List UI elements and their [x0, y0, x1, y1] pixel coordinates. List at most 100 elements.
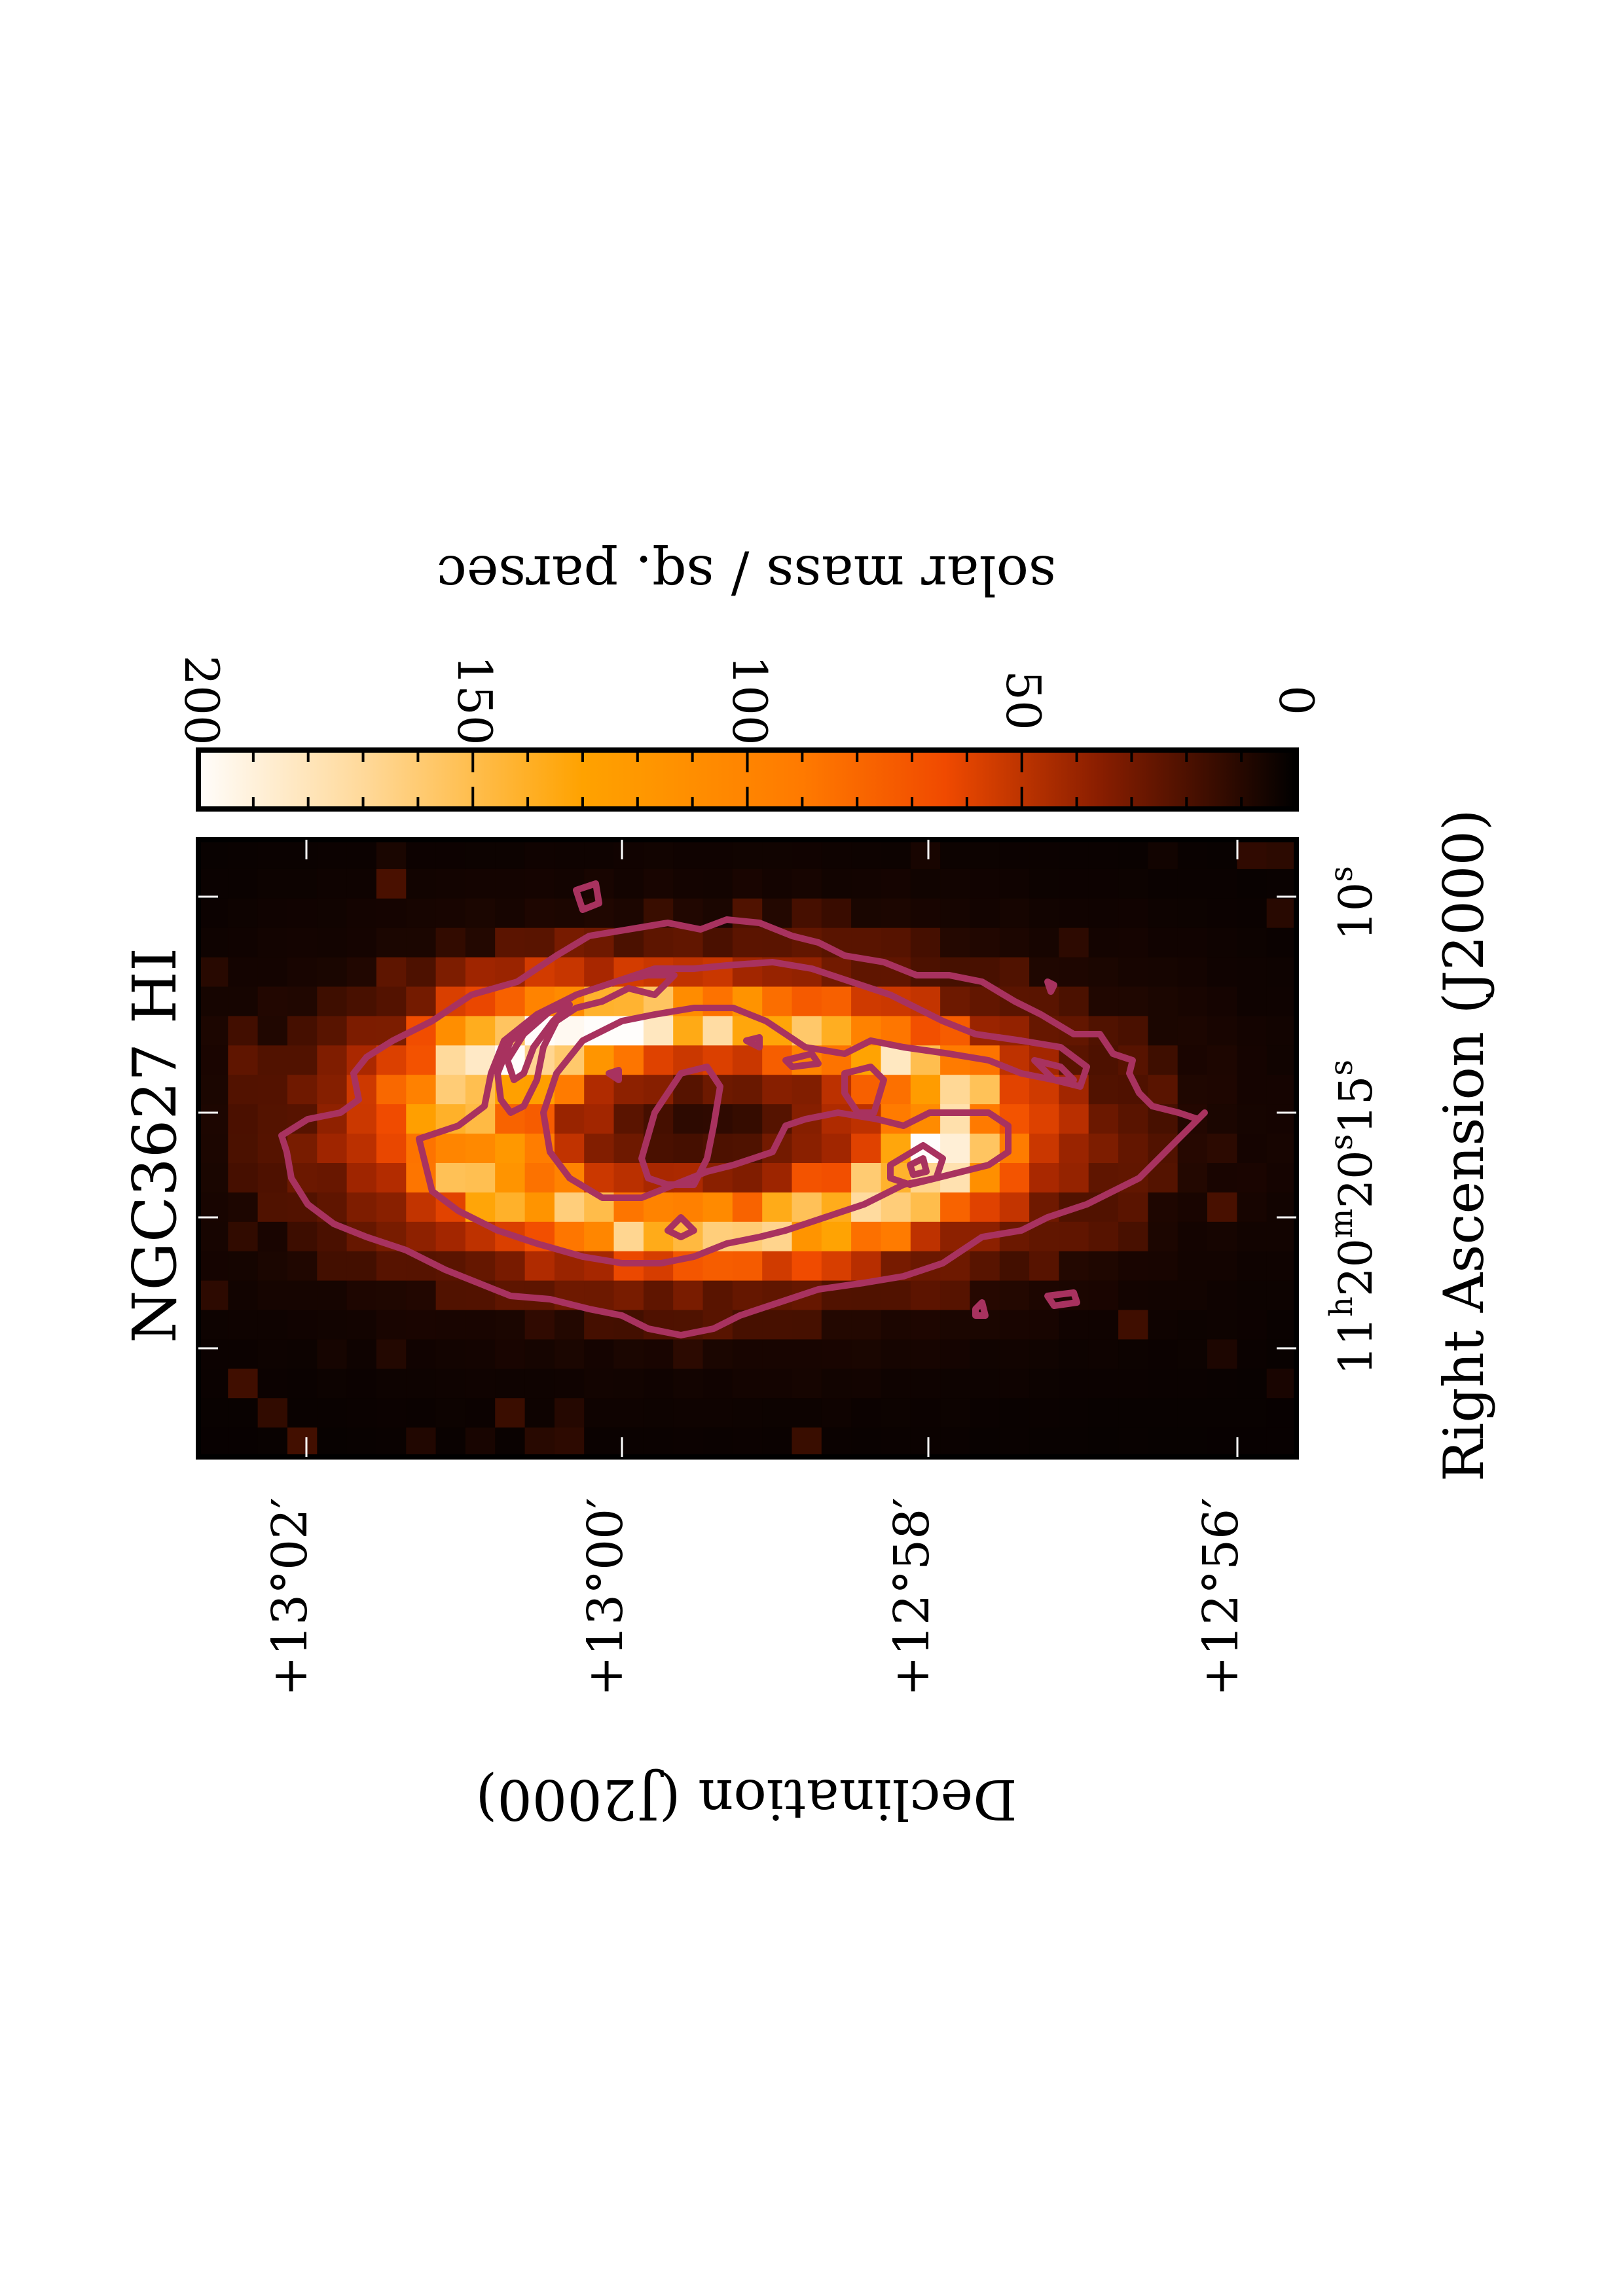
map-pixel: [584, 1134, 615, 1164]
map-pixel: [228, 1310, 259, 1340]
map-pixel: [1266, 1016, 1296, 1046]
map-pixel: [257, 898, 288, 929]
map-pixel: [732, 869, 763, 899]
map-pixel: [346, 986, 377, 1016]
map-pixel: [792, 1251, 822, 1282]
map-pixel: [406, 1398, 437, 1428]
map-pixel: [1148, 1192, 1178, 1223]
map-pixel: [762, 1075, 793, 1105]
map-pixel: [1029, 1339, 1059, 1369]
map-pixel: [970, 1251, 1000, 1282]
chart-title: NGC3627 HI: [120, 948, 190, 1343]
map-pixel: [228, 1163, 259, 1193]
map-pixel: [346, 869, 377, 899]
map-pixel: [257, 869, 288, 899]
map-pixel: [1237, 869, 1267, 899]
contour-small: [782, 1050, 822, 1070]
map-pixel: [1237, 1251, 1267, 1282]
map-pixel: [524, 1398, 555, 1428]
map-pixel: [732, 1104, 763, 1134]
map-pixel: [1207, 1192, 1237, 1223]
map-pixel: [732, 1280, 763, 1311]
map-pixel: [613, 1104, 644, 1134]
map-pixel: [702, 1339, 733, 1369]
map-pixel: [1207, 1427, 1237, 1457]
map-pixel: [940, 869, 970, 899]
map-pixel: [1148, 869, 1178, 899]
map-pixel: [702, 1251, 733, 1282]
map-pixel: [287, 986, 318, 1016]
map-pixel: [228, 927, 259, 958]
map-pixel: [317, 1163, 348, 1193]
map-pixel: [584, 840, 615, 870]
map-pixel: [584, 1104, 615, 1134]
map-pixel: [940, 898, 970, 929]
map-pixel: [376, 1310, 407, 1340]
map-pixel: [940, 1192, 970, 1223]
map-pixel: [792, 869, 822, 899]
map-pixel: [1177, 898, 1208, 929]
map-pixel: [673, 840, 704, 870]
map-pixel: [376, 1104, 407, 1134]
map-pixel: [1118, 1192, 1148, 1223]
map-pixel: [584, 1427, 615, 1457]
map-pixel: [1177, 1280, 1208, 1311]
map-pixel: [228, 1104, 259, 1134]
map-pixel: [376, 1398, 407, 1428]
map-pixel: [406, 840, 437, 870]
map-pixel: [1118, 957, 1148, 988]
map-pixel: [1207, 1251, 1237, 1282]
map-pixel: [732, 1251, 763, 1282]
map-pixel: [673, 1427, 704, 1457]
map-pixel: [495, 1134, 526, 1164]
map-pixel: [702, 927, 733, 958]
map-pixel: [702, 1280, 733, 1311]
map-pixel: [376, 1280, 407, 1311]
map-pixel: [554, 957, 585, 988]
map-pixel: [1029, 898, 1059, 929]
map-pixel: [554, 1398, 585, 1428]
map-pixel: [821, 1016, 852, 1046]
map-pixel: [406, 1339, 437, 1369]
map-pixel: [406, 1192, 437, 1223]
map-pixel: [1237, 1045, 1267, 1075]
map-pixel: [762, 1104, 793, 1134]
map-pixel: [1266, 957, 1296, 988]
map-pixel: [1177, 1075, 1208, 1105]
map-pixel: [435, 1075, 466, 1105]
map-pixel: [524, 869, 555, 899]
map-pixel: [198, 1221, 228, 1252]
map-pixel: [940, 1339, 970, 1369]
map-pixel: [435, 1045, 466, 1075]
map-pixel: [643, 1369, 674, 1399]
map-pixel: [732, 927, 763, 958]
map-pixel: [881, 1427, 911, 1457]
map-pixel: [198, 898, 228, 929]
map-pixel: [1088, 840, 1119, 870]
map-pixel: [465, 1427, 496, 1457]
map-pixel: [762, 1339, 793, 1369]
map-pixel: [198, 840, 228, 870]
map-pixel: [465, 898, 496, 929]
map-pixel: [643, 1398, 674, 1428]
map-pixel: [1266, 1221, 1296, 1252]
map-pixel: [198, 1163, 228, 1193]
map-pixel: [910, 1369, 941, 1399]
map-pixel: [881, 1339, 911, 1369]
map-pixel: [821, 1398, 852, 1428]
map-pixel: [999, 1339, 1030, 1369]
map-pixel: [287, 869, 318, 899]
map-pixel: [287, 1221, 318, 1252]
map-pixel: [643, 1280, 674, 1311]
map-pixel: [198, 1398, 228, 1428]
map-pixel: [257, 1016, 288, 1046]
map-pixel: [1088, 927, 1119, 958]
map-pixel: [465, 1016, 496, 1046]
map-pixel: [524, 840, 555, 870]
map-pixel: [495, 1251, 526, 1282]
map-pixel: [821, 1251, 852, 1282]
map-pixel: [1207, 1339, 1237, 1369]
map-pixel: [673, 1369, 704, 1399]
map-pixel: [554, 840, 585, 870]
